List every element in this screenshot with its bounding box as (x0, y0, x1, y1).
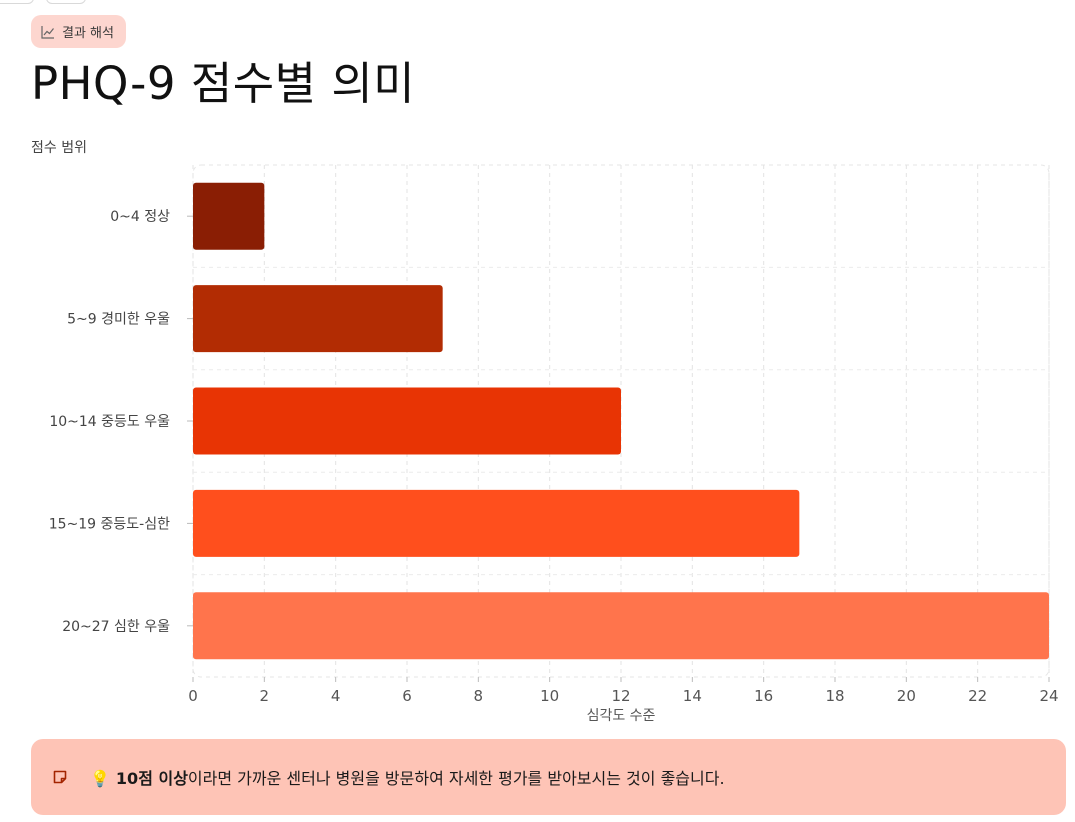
x-tick-label: 18 (825, 687, 844, 705)
x-tick-label: 16 (754, 687, 773, 705)
bar (193, 489, 800, 557)
y-tick-label: 10~14 중등도 우울 (49, 414, 170, 430)
x-tick-label: 20 (897, 687, 916, 705)
bar (193, 285, 443, 353)
x-tick-label: 8 (474, 687, 484, 705)
info-callout: 💡 10점 이상이라면 가까운 센터나 병원을 방문하여 자세한 평가를 받아보시… (31, 739, 1066, 815)
trend-line-icon (41, 25, 54, 39)
x-tick-label: 14 (683, 687, 702, 705)
y-tick-label: 20~27 심한 우울 (62, 619, 170, 635)
callout-rest: 이라면 가까운 센터나 병원을 방문하여 자세한 평가를 받아보시는 것이 좋습… (187, 769, 725, 788)
y-tick-label: 0~4 정상 (110, 209, 170, 225)
toolbar-button-left[interactable] (0, 0, 34, 4)
badge-label: 결과 해석 (62, 26, 114, 41)
bar (193, 182, 265, 250)
x-tick-label: 4 (331, 687, 341, 705)
bar (193, 592, 1049, 660)
y-tick-label: 15~19 중등도-심한 (49, 516, 170, 532)
note-icon (53, 770, 67, 784)
lightbulb-icon: 💡 (90, 769, 110, 788)
x-tick-label: 0 (188, 687, 198, 705)
y-axis-label: 점수 범위 (31, 140, 87, 156)
x-tick-label: 22 (968, 687, 987, 705)
x-tick-label: 6 (402, 687, 412, 705)
toolbar-button-right[interactable] (46, 0, 86, 4)
callout-bold: 10점 이상 (115, 769, 188, 788)
bar (193, 387, 621, 455)
y-tick-label: 5~9 경미한 우울 (67, 312, 170, 328)
page-title: PHQ-9 점수별 의미 (31, 57, 416, 110)
section-badge: 결과 해석 (31, 15, 126, 48)
chart-canvas: 0 2 4 6 8 10 12 14 16 18 20 22 240~4 정상5~9 경미한 우울10~… (49, 164, 1059, 724)
x-tick-label: 10 (540, 687, 559, 705)
x-tick-label: 2 (260, 687, 270, 705)
x-tick-label: 12 (611, 687, 630, 705)
callout-text: 💡 10점 이상이라면 가까운 센터나 병원을 방문하여 자세한 평가를 받아보시… (90, 765, 725, 789)
x-tick-label: 24 (1039, 687, 1058, 705)
x-axis-label: 심각도 수준 (587, 708, 656, 724)
bar-chart: 0 2 4 6 8 10 12 14 16 18 20 22 24 0~4 정상 5~9 경미한 우울 10~… (0, 125, 1075, 735)
